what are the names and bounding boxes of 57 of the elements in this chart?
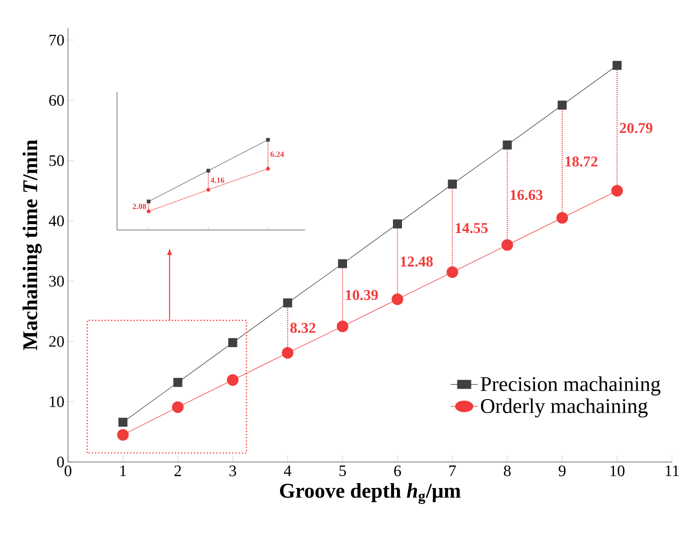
point — [392, 219, 402, 228]
point — [146, 209, 151, 214]
x-tick-label: 9 — [558, 466, 566, 476]
point — [501, 239, 514, 251]
annotation: 10.39 — [346, 290, 378, 300]
point — [336, 320, 348, 332]
y-tick-label: 50 — [49, 155, 64, 166]
y-tick-label: 60 — [49, 94, 64, 106]
point — [502, 140, 512, 150]
x-tick-label: 5 — [339, 466, 346, 476]
point — [228, 338, 238, 348]
y-tick-label: 40 — [48, 216, 64, 226]
x-axis-title: Groove depth h$_{g}$/μm — [280, 483, 461, 504]
point — [146, 200, 150, 204]
annotation: 14.55 — [456, 223, 488, 234]
y-tick-label: 70 — [50, 34, 64, 46]
x-tick-label: 7 — [449, 466, 456, 476]
point — [282, 347, 294, 359]
annotation: 12.48 — [400, 256, 433, 267]
y-tick-label: 30 — [49, 276, 64, 287]
point — [172, 401, 184, 413]
point — [206, 168, 210, 172]
x-tick-label: 8 — [504, 466, 511, 476]
point — [118, 418, 128, 427]
point — [556, 212, 568, 224]
x-tick-label: 6 — [394, 466, 401, 476]
point — [612, 60, 622, 70]
annotation: 8.32 — [290, 322, 316, 333]
annotation: 16.63 — [510, 190, 543, 200]
x-tick-label: 2 — [174, 466, 181, 476]
x-tick-label: 10 — [610, 466, 624, 476]
point — [338, 259, 348, 268]
x-tick-label: 11 — [666, 466, 679, 476]
annotation: 18.72 — [566, 156, 598, 167]
point — [446, 266, 458, 278]
point — [558, 100, 567, 110]
point — [448, 180, 457, 189]
x-tick-label: 3 — [230, 466, 236, 476]
point — [226, 374, 239, 386]
y-tick-label: 10 — [50, 396, 64, 408]
point — [392, 293, 404, 306]
y-tick-label: 0 — [57, 456, 64, 468]
point — [611, 184, 623, 197]
legend-label: Precision machaining — [480, 376, 660, 396]
legend-label: Orderly machaining — [480, 398, 648, 418]
point — [117, 429, 129, 441]
point — [266, 138, 270, 142]
y-axis-title: Machaining time T/min — [22, 140, 42, 350]
point — [173, 378, 182, 387]
x-tick-label: 1 — [120, 466, 126, 476]
point — [266, 166, 270, 171]
x-tick-label: 0 — [64, 466, 72, 476]
x-tick-label: 4 — [284, 466, 292, 476]
annotation: 20.79 — [620, 122, 652, 134]
point — [206, 188, 210, 192]
y-tick-label: 20 — [49, 336, 64, 347]
point — [283, 298, 292, 308]
